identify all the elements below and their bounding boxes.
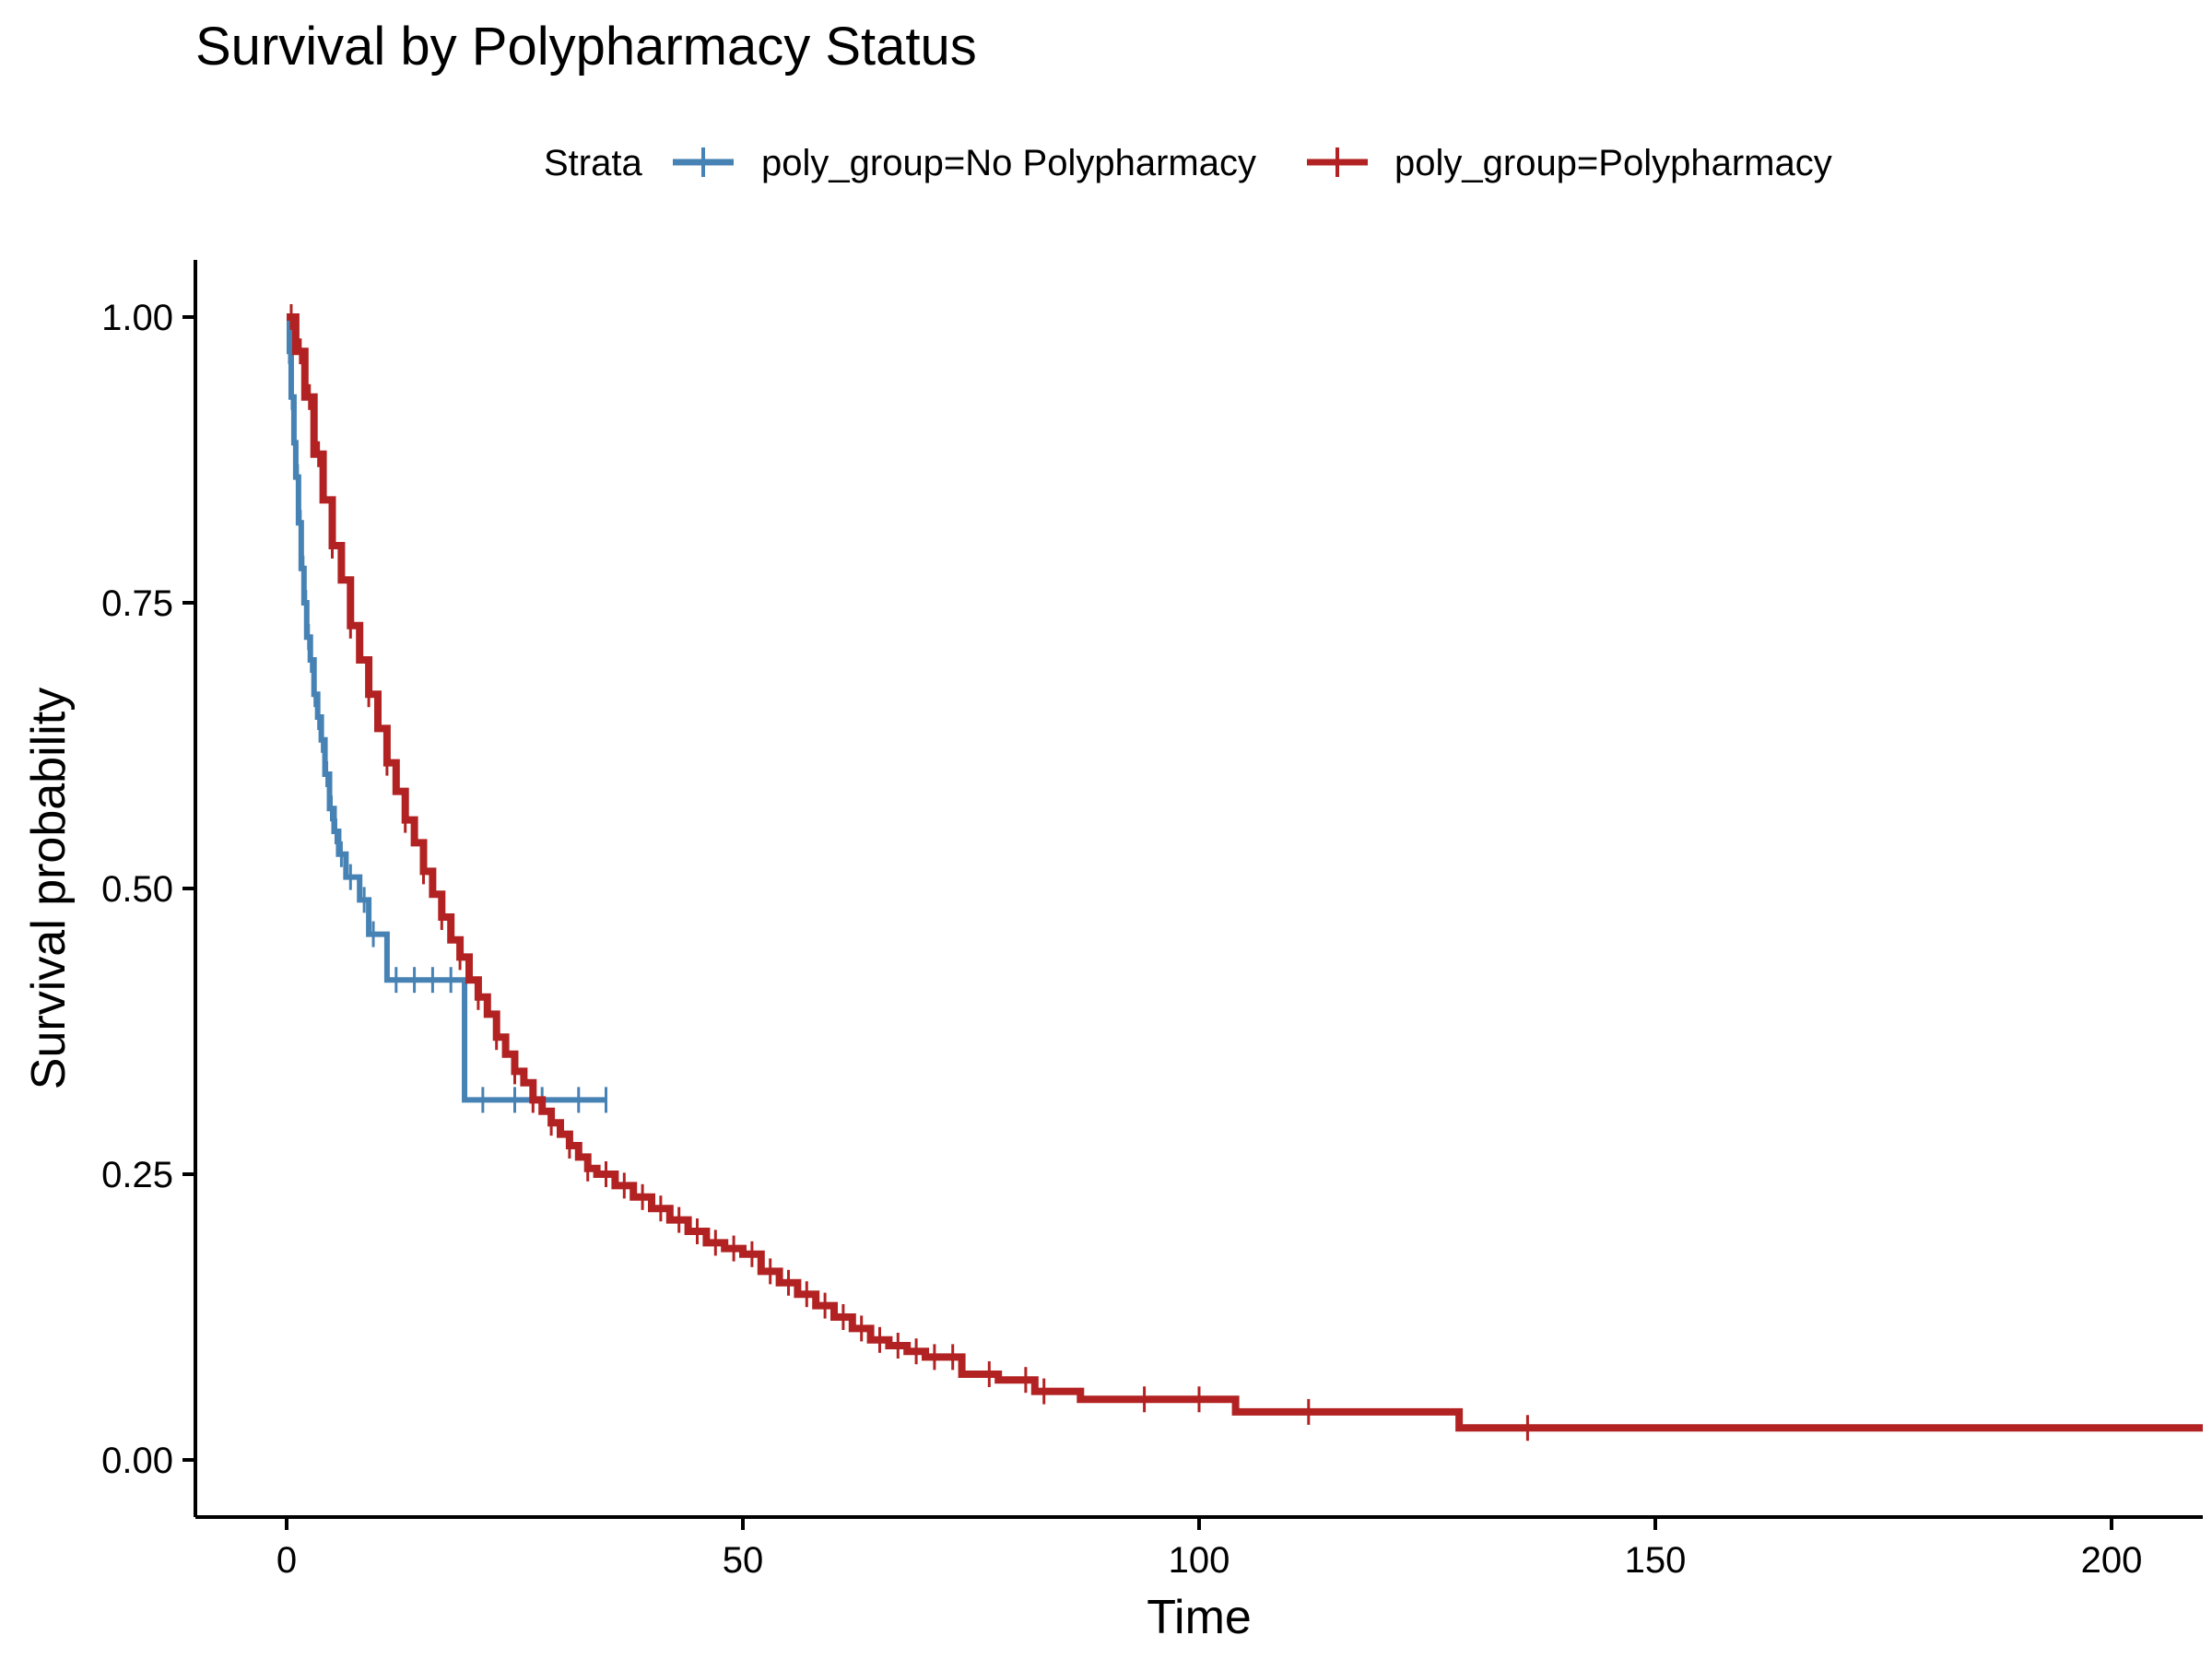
legend-key-polypharmacy <box>1307 147 1368 177</box>
y-tick-label: 0.50 <box>101 869 173 910</box>
legend-label-no-polypharmacy: poly_group=No Polypharmacy <box>761 143 1256 183</box>
legend: Strata poly_group=No Polypharmacy poly_g… <box>544 143 1832 183</box>
x-tick-label: 200 <box>2081 1540 2143 1581</box>
x-tick-label: 150 <box>1625 1540 1687 1581</box>
y-tick-label: 1.00 <box>101 298 173 338</box>
y-tick-label: 0.00 <box>101 1441 173 1481</box>
legend-title: Strata <box>544 143 642 183</box>
legend-key-no-polypharmacy <box>673 147 734 177</box>
series-layer <box>286 304 2203 1441</box>
x-tick-label: 100 <box>1169 1540 1230 1581</box>
survival-curve-no-polypharmacy <box>286 314 606 1103</box>
x-ticks: 0 50 100 150 200 <box>276 1517 2143 1581</box>
y-tick-label: 0.75 <box>101 583 173 624</box>
x-axis-title: Time <box>1147 1591 1252 1644</box>
x-tick-label: 50 <box>723 1540 764 1581</box>
x-tick-label: 0 <box>276 1540 297 1581</box>
legend-label-polypharmacy: poly_group=Polypharmacy <box>1394 143 1832 183</box>
y-axis-title: Survival probability <box>22 688 76 1089</box>
survival-curve-polypharmacy <box>287 313 2203 1432</box>
y-tick-label: 0.25 <box>101 1155 173 1195</box>
chart-title: Survival by Polypharmacy Status <box>195 17 977 76</box>
axes <box>194 260 2203 1519</box>
y-ticks: 0.00 0.25 0.50 0.75 1.00 <box>101 298 195 1481</box>
